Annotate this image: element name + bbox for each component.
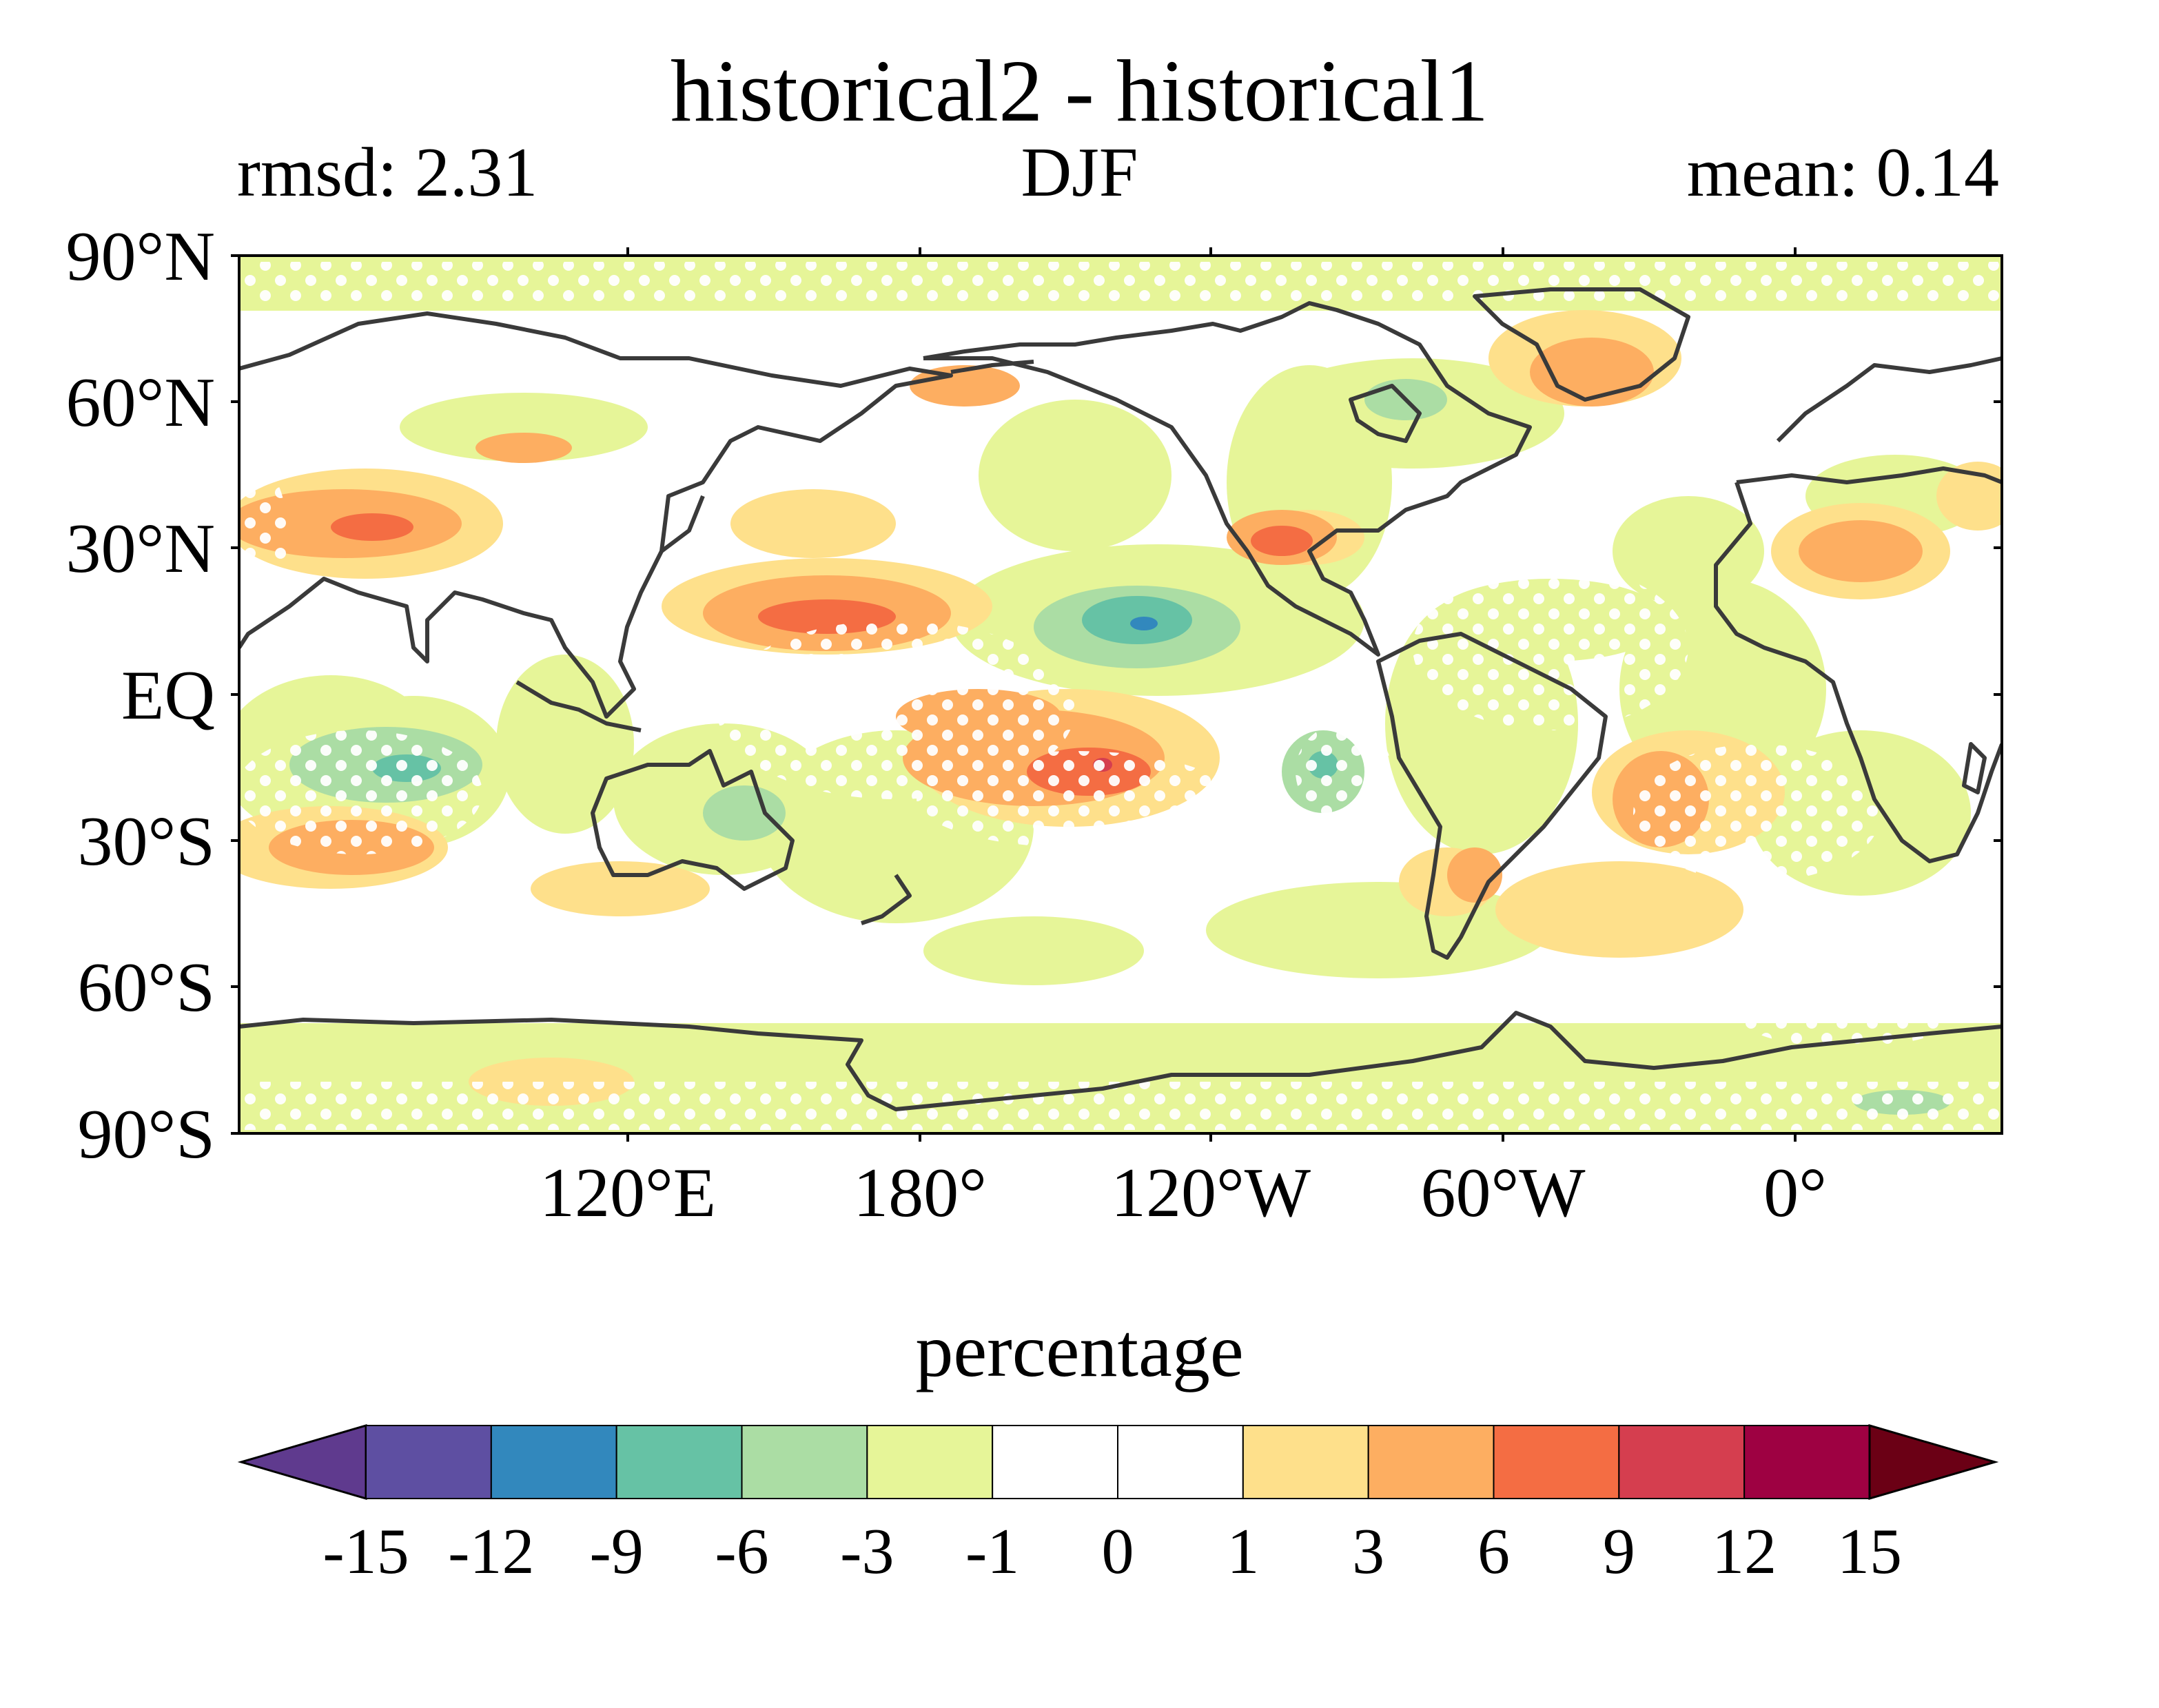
- map-plot-area: [239, 256, 2002, 1133]
- x-tick-label: 180°: [853, 1154, 987, 1232]
- season-label: DJF: [1021, 134, 1138, 212]
- colorbar-segment: [741, 1425, 868, 1499]
- colorbar-tick-label: -3: [840, 1516, 894, 1587]
- colorbar-segment: [1493, 1425, 1620, 1499]
- x-tick-label: 120°W: [1111, 1154, 1311, 1232]
- x-tick-label: 0°: [1763, 1154, 1827, 1232]
- colorbar-segment: [365, 1425, 492, 1499]
- colorbar-segment: [1242, 1425, 1369, 1499]
- colorbar-tick-label: 9: [1603, 1516, 1635, 1587]
- mean-label: mean: 0.14: [1686, 134, 1999, 212]
- y-tick-label: 60°S: [77, 949, 215, 1027]
- colorbar-tick-label: -6: [715, 1516, 768, 1587]
- x-tick-label: 120°E: [540, 1154, 716, 1232]
- y-tick-label: 30°N: [66, 510, 215, 588]
- colorbar-tick-label: 6: [1477, 1516, 1510, 1587]
- colorbar-tick-label: 1: [1227, 1516, 1259, 1587]
- colorbar-tick-label: -1: [965, 1516, 1019, 1587]
- colorbar-segment: [866, 1425, 994, 1499]
- x-tick-labels: 120°E 180° 120°W 60°W 0°: [540, 1154, 1827, 1232]
- stippling: [239, 262, 2002, 1130]
- colorbar-segment: [1618, 1425, 1746, 1499]
- x-tick-label: 60°W: [1420, 1154, 1586, 1232]
- colorbar-label: percentage: [915, 1308, 1244, 1392]
- rmsd-label: rmsd: 2.31: [237, 134, 538, 212]
- colorbar-tick-label: 3: [1352, 1516, 1384, 1587]
- y-tick-labels: 90°N 60°N 30°N EQ 30°S 60°S 90°S: [66, 218, 215, 1173]
- colorbar: -15 -12 -9 -6 -3 -1 0 1 3 6 9 12 15: [237, 1423, 1999, 1587]
- y-tick-label: 90°S: [77, 1095, 215, 1173]
- colorbar-segment: [1367, 1425, 1495, 1499]
- colorbar-segment: [1743, 1425, 1871, 1499]
- colorbar-segment: [1117, 1425, 1244, 1499]
- colorbar-tick-label: -12: [448, 1516, 534, 1587]
- y-tick-label: 90°N: [66, 218, 215, 296]
- y-tick-label: 60°N: [66, 364, 215, 442]
- colorbar-extend-max: [1868, 1424, 1999, 1500]
- colorbar-tick-label: 0: [1102, 1516, 1134, 1587]
- colorbar-extend-min: [237, 1423, 367, 1501]
- map-title: historical2 - historical1: [670, 42, 1489, 140]
- y-tick-label: EQ: [121, 657, 215, 734]
- colorbar-segment: [992, 1425, 1118, 1499]
- colorbar-segment: [490, 1425, 617, 1499]
- colorbar-segment: [615, 1425, 743, 1499]
- field-blue: [1130, 617, 1158, 630]
- colorbar-tick-label: 12: [1712, 1516, 1777, 1587]
- axis-ticks: [231, 247, 2002, 1142]
- colorbar-tick-label: -9: [590, 1516, 644, 1587]
- colorbar-tick-label: -15: [323, 1516, 409, 1587]
- colorbar-tick-label: 15: [1837, 1516, 1902, 1587]
- y-tick-label: 30°S: [77, 803, 215, 881]
- coastlines: [239, 287, 2002, 1111]
